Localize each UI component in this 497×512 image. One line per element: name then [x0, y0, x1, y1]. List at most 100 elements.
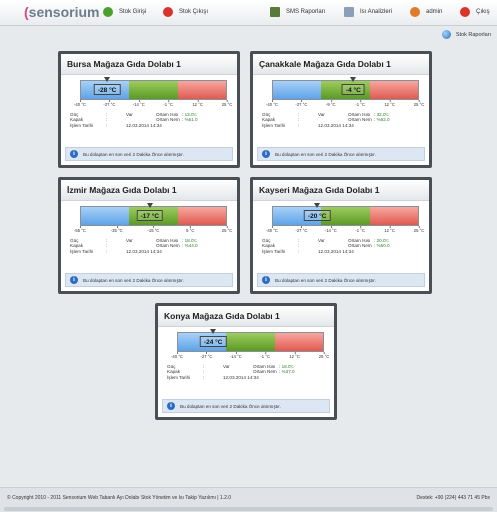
- scale-tick-label: -14 °C: [324, 226, 337, 233]
- horizontal-scrollbar[interactable]: [4, 507, 493, 511]
- temperature-value: -24 °C: [199, 336, 227, 347]
- scale-tick-label: 12 °C: [289, 352, 300, 359]
- info-icon: i: [70, 150, 78, 158]
- process-date-value: 12.03.2014 14:34: [318, 122, 354, 128]
- fridge-card[interactable]: Bursa Mağaza Gıda Dolabı 1 -28 °C -40 °C…: [58, 51, 240, 168]
- ambient-temp-value: 18.0'c: [281, 364, 294, 369]
- scale-tick-label: -14 °C: [229, 352, 242, 359]
- scale-ticks: -40 °C -27 °C -9 °C -1 °C 12 °C 25 °C: [266, 100, 424, 110]
- scale-zone-warm: [274, 333, 323, 351]
- scale-ticks: -40 °C -27 °C -14 °C -1 °C 12 °C 25 °C: [266, 226, 424, 236]
- scale-zone-warm: [369, 81, 418, 99]
- page-footer: © Copyright 2010 - 2011 Sensorium Web Ta…: [0, 487, 497, 512]
- fridge-stats: Güç : Var Ortam Isısı : 13.0'c Kapak : O…: [70, 112, 198, 128]
- ambient-temp-value: 20.0'c: [376, 238, 389, 243]
- copyright-text: © Copyright 2010 - 2011 Sensorium Web Ta…: [7, 495, 232, 501]
- scale-tick-label: -27 °C: [200, 352, 213, 359]
- nav-logout[interactable]: Çıkış: [460, 7, 490, 17]
- last-data-notice: i Bu dolaptan en son veri 2 Dakika Önce …: [65, 273, 233, 287]
- scale-zone-warm: [369, 207, 418, 225]
- temperature-pointer-icon: [104, 77, 111, 82]
- ambient-humidity-value: %44.0: [184, 243, 198, 249]
- power-value: Var: [126, 238, 133, 243]
- scale-tick-label: 25 °C: [413, 100, 425, 107]
- fridge-title: Bursa Mağaza Gıda Dolabı 1: [61, 54, 237, 75]
- last-data-notice: i Bu dolaptan en son veri 2 Dakika Önce …: [162, 399, 330, 413]
- temperature-scale: [272, 80, 419, 100]
- fridge-stats: Güç : Var Ortam Isısı : 32.0'c Kapak : O…: [262, 112, 390, 128]
- scale-zone-normal: [321, 207, 370, 225]
- ambient-temp-value: 13.0'c: [184, 112, 197, 117]
- temperature-value: -17 °C: [136, 210, 164, 221]
- ambient-temp-value: 18.0'c: [184, 238, 197, 243]
- nav-stock-out[interactable]: Stok Çıkışı: [163, 7, 208, 17]
- scale-ticks: -55 °C -35 °C -15 °C 5 °C 25 °C: [74, 226, 232, 236]
- temperature-scale: [272, 206, 419, 226]
- scale-tick-label: 25 °C: [221, 100, 233, 107]
- scale-tick-label: -15 °C: [147, 226, 160, 233]
- info-icon: i: [262, 276, 270, 284]
- ambient-humidity-value: %50.0: [376, 243, 390, 249]
- fridge-card[interactable]: Kayseri Mağaza Gıda Dolabı 1 -20 °C -40 …: [250, 177, 432, 294]
- scale-zone-normal: [129, 81, 178, 99]
- fridge-stats: Güç : Var Ortam Isısı : 18.0'c Kapak : O…: [70, 238, 198, 254]
- fridge-title: İzmir Mağaza Gıda Dolabı 1: [61, 180, 237, 201]
- fridge-stats: Güç : Var Ortam Isısı : 18.0'c Kapak : O…: [167, 364, 295, 380]
- scale-tick-label: -1 °C: [163, 100, 173, 107]
- user-icon: [410, 7, 420, 17]
- nav-sms-reports[interactable]: SMS Raporları: [270, 7, 325, 17]
- power-value: Var: [126, 112, 133, 117]
- scale-tick-label: 12 °C: [384, 226, 395, 233]
- ambient-temp-value: 32.0'c: [376, 112, 389, 117]
- scale-tick-label: 25 °C: [221, 226, 233, 233]
- ambient-humidity-value: %37.0: [281, 369, 295, 375]
- sensorium-logo[interactable]: (sensorium: [24, 4, 100, 20]
- scale-tick-label: -55 °C: [74, 226, 86, 233]
- temperature-value: -4 °C: [341, 84, 365, 95]
- fridge-card[interactable]: İzmir Mağaza Gıda Dolabı 1 -17 °C -55 °C…: [58, 177, 240, 294]
- temperature-value: -20 °C: [303, 210, 331, 221]
- temperature-pointer-icon: [350, 77, 357, 82]
- last-data-notice: i Bu dolaptan en son veri 2 Dakika Önce …: [257, 273, 425, 287]
- scale-tick-label: -9 °C: [326, 100, 336, 107]
- nav-heat-analysis[interactable]: Isı Analizleri: [344, 7, 392, 17]
- temperature-pointer-icon: [314, 203, 321, 208]
- scale-tick-label: -40 °C: [74, 100, 86, 107]
- stock-reports-link[interactable]: Stok Raporları: [441, 30, 491, 39]
- scale-zone-cold: [81, 207, 130, 225]
- power-value: Var: [223, 364, 230, 369]
- temperature-pointer-icon: [146, 203, 153, 208]
- scale-ticks: -40 °C -27 °C -14 °C -1 °C 12 °C 25 °C: [171, 352, 329, 362]
- scale-tick-label: -1 °C: [355, 226, 365, 233]
- temperature-value: -28 °C: [93, 84, 121, 95]
- nav-stock-in[interactable]: Stok Girişi: [103, 7, 146, 17]
- ambient-humidity-value: %61.0: [184, 117, 198, 123]
- logout-icon: [460, 7, 470, 17]
- scale-zone-warm: [177, 207, 226, 225]
- process-date-value: 12.03.2014 14:34: [318, 248, 354, 254]
- temperature-pointer-icon: [210, 329, 217, 334]
- globe-icon: [441, 30, 451, 39]
- plus-circle-icon: [103, 7, 113, 17]
- top-navigation-bar: (sensorium Stok Girişi Stok Çıkışı SMS R…: [0, 0, 497, 26]
- scale-tick-label: -27 °C: [295, 226, 308, 233]
- fridge-title: Kayseri Mağaza Gıda Dolabı 1: [253, 180, 429, 201]
- scale-tick-label: 25 °C: [413, 226, 425, 233]
- scale-zone-cold: [273, 81, 322, 99]
- nav-admin-user[interactable]: admin: [410, 7, 442, 17]
- scale-tick-label: -27 °C: [103, 100, 116, 107]
- last-data-notice: i Bu dolaptan en son veri 2 Dakika Önce …: [257, 147, 425, 161]
- support-phone: Destek: +90 (224) 443 71 45 Pbx: [416, 495, 490, 501]
- minus-circle-icon: [163, 7, 173, 17]
- heat-analysis-icon: [344, 7, 354, 17]
- scale-tick-label: -14 °C: [132, 100, 145, 107]
- scale-tick-label: -27 °C: [295, 100, 308, 107]
- scale-tick-label: 12 °C: [384, 100, 395, 107]
- scale-tick-label: -40 °C: [171, 352, 183, 359]
- scale-tick-label: -1 °C: [260, 352, 270, 359]
- ambient-humidity-value: %62.0: [376, 117, 390, 123]
- fridge-card[interactable]: Çanakkale Mağaza Gıda Dolabı 1 -4 °C -40…: [250, 51, 432, 168]
- scale-ticks: -40 °C -27 °C -14 °C -1 °C 12 °C 25 °C: [74, 100, 232, 110]
- fridge-card[interactable]: Konya Mağaza Gıda Dolabı 1 -24 °C -40 °C…: [155, 303, 337, 420]
- scale-tick-label: 12 °C: [192, 100, 203, 107]
